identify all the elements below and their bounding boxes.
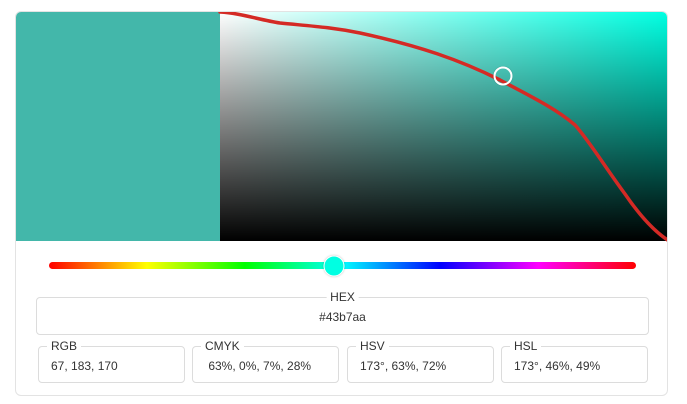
sv-black-gradient <box>220 12 667 241</box>
hex-label: HEX <box>326 290 359 304</box>
cmyk-field: CMYK <box>192 339 339 383</box>
hex-field: HEX <box>36 290 649 335</box>
color-preview-swatch <box>16 12 220 241</box>
sv-cursor-handle[interactable] <box>493 66 513 86</box>
hue-slider-thumb[interactable] <box>323 255 345 276</box>
hsv-input[interactable] <box>360 359 487 373</box>
rgb-field: RGB <box>38 339 185 383</box>
hue-slider[interactable] <box>49 255 636 276</box>
hsv-label: HSV <box>356 339 389 353</box>
hsl-field: HSL <box>501 339 648 383</box>
hsl-label: HSL <box>510 339 542 353</box>
color-picker: HEX RGB CMYK HSV HSL <box>15 11 668 396</box>
rgb-label: RGB <box>47 339 82 353</box>
cmyk-input[interactable] <box>205 359 332 373</box>
rgb-input[interactable] <box>51 359 178 373</box>
hex-input[interactable] <box>37 310 648 324</box>
gamut-boundary-line <box>218 12 667 242</box>
cmyk-label: CMYK <box>201 339 244 353</box>
gamut-boundary-overlay <box>218 12 667 242</box>
hsl-input[interactable] <box>514 359 641 373</box>
saturation-value-area[interactable] <box>218 12 667 242</box>
hsv-field: HSV <box>347 339 494 383</box>
